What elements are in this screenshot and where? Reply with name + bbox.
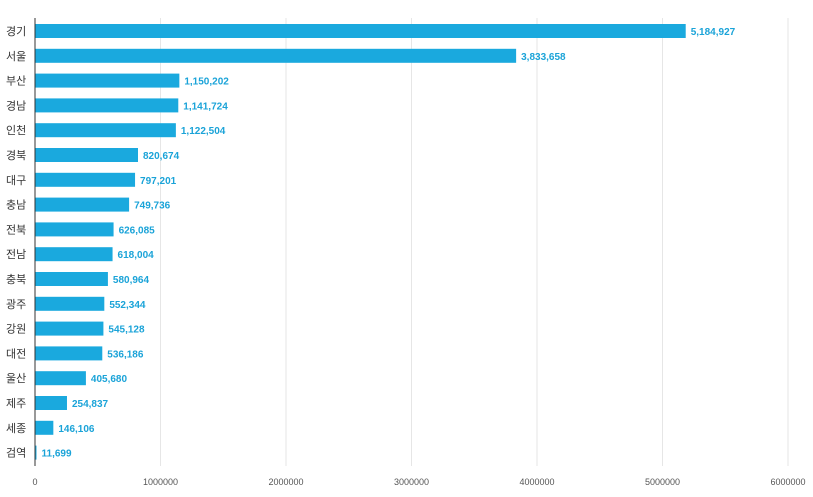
category-label: 경남 xyxy=(6,99,26,112)
data-label: 254,837 xyxy=(72,399,109,410)
data-label: 1,122,504 xyxy=(181,126,226,137)
bar-서울 xyxy=(35,48,517,63)
category-label: 인천 xyxy=(6,123,26,137)
data-label: 545,128 xyxy=(108,325,145,336)
grid-lines xyxy=(160,18,789,466)
bar-울산 xyxy=(35,371,86,386)
category-label: 서울 xyxy=(6,50,26,63)
bar-전남 xyxy=(35,247,113,262)
bar-경북 xyxy=(35,148,138,162)
bar-제주 xyxy=(35,396,67,410)
bar-경남 xyxy=(35,98,179,113)
category-label: 제주 xyxy=(6,397,26,410)
data-label: 1,150,202 xyxy=(184,77,229,88)
bar-세종 xyxy=(35,420,54,435)
bar-광주 xyxy=(35,296,105,311)
bar-인천 xyxy=(35,123,176,138)
data-label: 580,964 xyxy=(113,275,150,286)
data-label: 552,344 xyxy=(109,300,146,311)
category-label: 대전 xyxy=(6,347,26,360)
bar-충남 xyxy=(35,197,130,212)
category-label: 대구 xyxy=(6,174,26,187)
data-label: 618,004 xyxy=(118,250,155,261)
bar-전북 xyxy=(35,222,114,237)
data-label: 626,085 xyxy=(119,225,156,236)
data-label: 405,680 xyxy=(91,374,128,385)
category-label: 부산 xyxy=(6,75,26,88)
category-label: 광주 xyxy=(6,298,26,311)
bar-강원 xyxy=(35,321,104,336)
bar-충북 xyxy=(35,272,108,286)
category-label: 전북 xyxy=(6,223,26,236)
category-label: 강원 xyxy=(6,323,26,336)
labels: 0 1000000 2000000 3000000 4000000 5000000 6000… xyxy=(6,25,806,487)
category-label: 충북 xyxy=(6,273,26,286)
bar-대구 xyxy=(35,172,136,187)
bars xyxy=(35,24,686,460)
category-label: 세종 xyxy=(6,422,26,435)
category-label: 경북 xyxy=(6,149,26,162)
x-tick-label: 2000000 xyxy=(268,477,303,487)
data-label: 11,699 xyxy=(42,449,72,460)
bar-부산 xyxy=(35,73,180,88)
data-label: 1,141,724 xyxy=(183,101,228,112)
data-label: 797,201 xyxy=(140,176,177,187)
data-label: 5,184,927 xyxy=(691,27,736,38)
category-label: 경기 xyxy=(6,25,26,38)
x-tick-label: 1000000 xyxy=(143,477,178,487)
category-label: 전남 xyxy=(6,248,26,261)
category-label: 충남 xyxy=(6,199,26,212)
data-label: 3,833,658 xyxy=(521,52,566,63)
bar-경기 xyxy=(35,24,686,38)
data-label: 749,736 xyxy=(134,201,171,212)
x-tick-label: 3000000 xyxy=(394,477,429,487)
data-label: 146,106 xyxy=(58,424,95,435)
data-label: 536,186 xyxy=(107,349,144,360)
x-tick-label: 0 xyxy=(32,477,37,487)
x-tick-label: 5000000 xyxy=(645,477,680,487)
bar-대전 xyxy=(35,346,103,361)
x-tick-label: 6000000 xyxy=(770,477,805,487)
category-label: 울산 xyxy=(6,372,26,385)
x-tick-label: 4000000 xyxy=(519,477,554,487)
category-label: 검역 xyxy=(6,447,26,460)
data-label: 820,674 xyxy=(143,151,180,162)
bar-검역 xyxy=(35,445,37,460)
